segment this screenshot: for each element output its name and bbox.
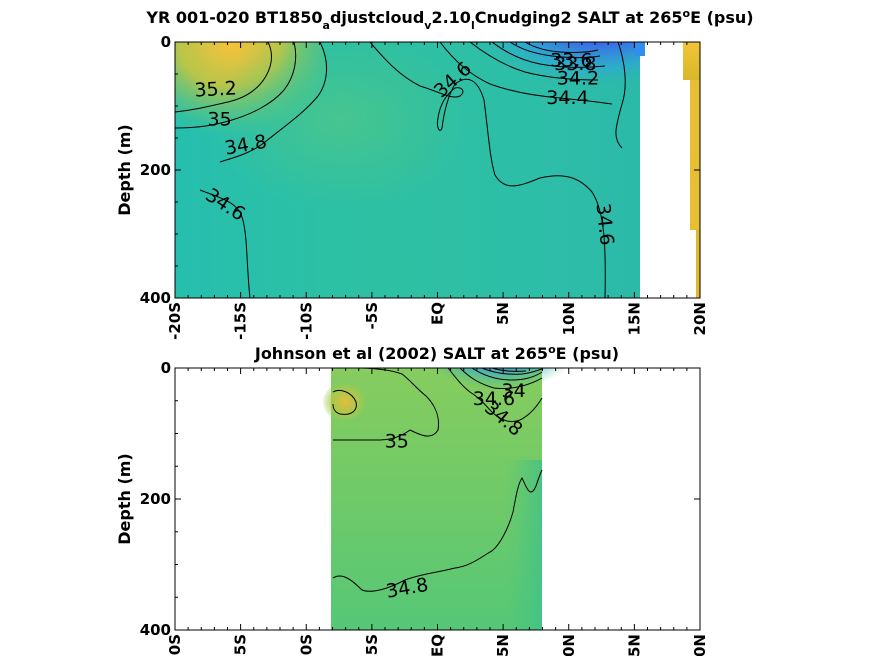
title-segment: Johnson et al (2002) SALT at 265: [254, 344, 548, 363]
observations-contours: [332, 368, 543, 592]
axes-layer: [174, 41, 701, 631]
bottom-x-tick-label: -15S: [232, 634, 250, 656]
top-x-tick-label: 15N: [625, 302, 643, 335]
top-contour-label: 35.2: [194, 77, 237, 101]
top-x-tick-label: -10S: [297, 302, 315, 340]
top-x-tick-label: 10N: [560, 302, 578, 335]
top-x-tick-label: 5N: [494, 302, 512, 325]
top-x-tick-label: EQ: [429, 302, 447, 325]
top-y-axis-label: Depth (m): [115, 124, 134, 216]
bottom-x-tick-label: 15N: [625, 634, 643, 656]
top-chart-title: YR 001-020 BT1850adjustcloudv2.10lCnudgi…: [145, 7, 753, 32]
bottom-y-axis-label: Depth (m): [115, 453, 134, 545]
top-y-tick-label: 0: [161, 33, 171, 51]
top-contour-label: 33.6: [550, 50, 592, 72]
title-segment: Cnudging2 SALT at 265: [475, 8, 683, 27]
bottom-x-tick-label: 10N: [560, 634, 578, 656]
top-contour-label: 33.8: [554, 53, 596, 75]
title-segment: YR 001-020 BT1850: [145, 8, 322, 27]
top-y-tick-label: 200: [140, 161, 171, 179]
model-contours: [175, 42, 626, 298]
bottom-x-tick-label: EQ: [429, 634, 447, 656]
top-contour-label: 35: [208, 109, 232, 131]
title-subscript: a: [323, 19, 330, 32]
bottom-x-tick-label: 5N: [494, 634, 512, 656]
bottom-contour-label: 35: [385, 431, 409, 453]
model-panel: [175, 42, 700, 298]
top-contour-label: 34.4: [546, 87, 588, 109]
top-contour-label: 34.2: [557, 68, 599, 90]
bottom-y-tick-label: 200: [140, 490, 171, 508]
top-x-tick-label: -15S: [232, 302, 250, 340]
title-superscript: o: [683, 7, 691, 20]
bottom-y-tick-label: 0: [161, 359, 171, 377]
title-subscript: l: [471, 19, 475, 32]
bottom-x-tick-label: -20S: [166, 634, 184, 656]
title-superscript: o: [548, 343, 556, 356]
bottom-contour-label: 34.6: [473, 388, 515, 410]
model-heatmap: [175, 42, 700, 298]
bottom-x-tick-label: -10S: [297, 634, 315, 656]
title-segment: E (psu): [690, 8, 754, 27]
top-y-tick-label: 400: [140, 289, 171, 307]
title-segment: 2.10: [431, 8, 470, 27]
bottom-contour-label: 34: [502, 380, 526, 402]
bottom-x-tick-label: -5S: [363, 634, 381, 656]
bottom-x-tick-label: 20N: [691, 634, 709, 656]
top-x-tick-label: -20S: [166, 302, 184, 340]
bottom-chart-title: Johnson et al (2002) SALT at 265oE (psu): [254, 343, 619, 363]
top-x-tick-label: -5S: [363, 302, 381, 329]
title-subscript: v: [424, 19, 432, 32]
top-x-tick-label: 20N: [691, 302, 709, 335]
top-contour-label: 34.6: [592, 202, 618, 246]
title-segment: E (psu): [556, 344, 620, 363]
observations-panel: [323, 368, 564, 630]
title-segment: djustcloud: [330, 8, 424, 27]
bottom-y-tick-label: 400: [140, 621, 171, 639]
